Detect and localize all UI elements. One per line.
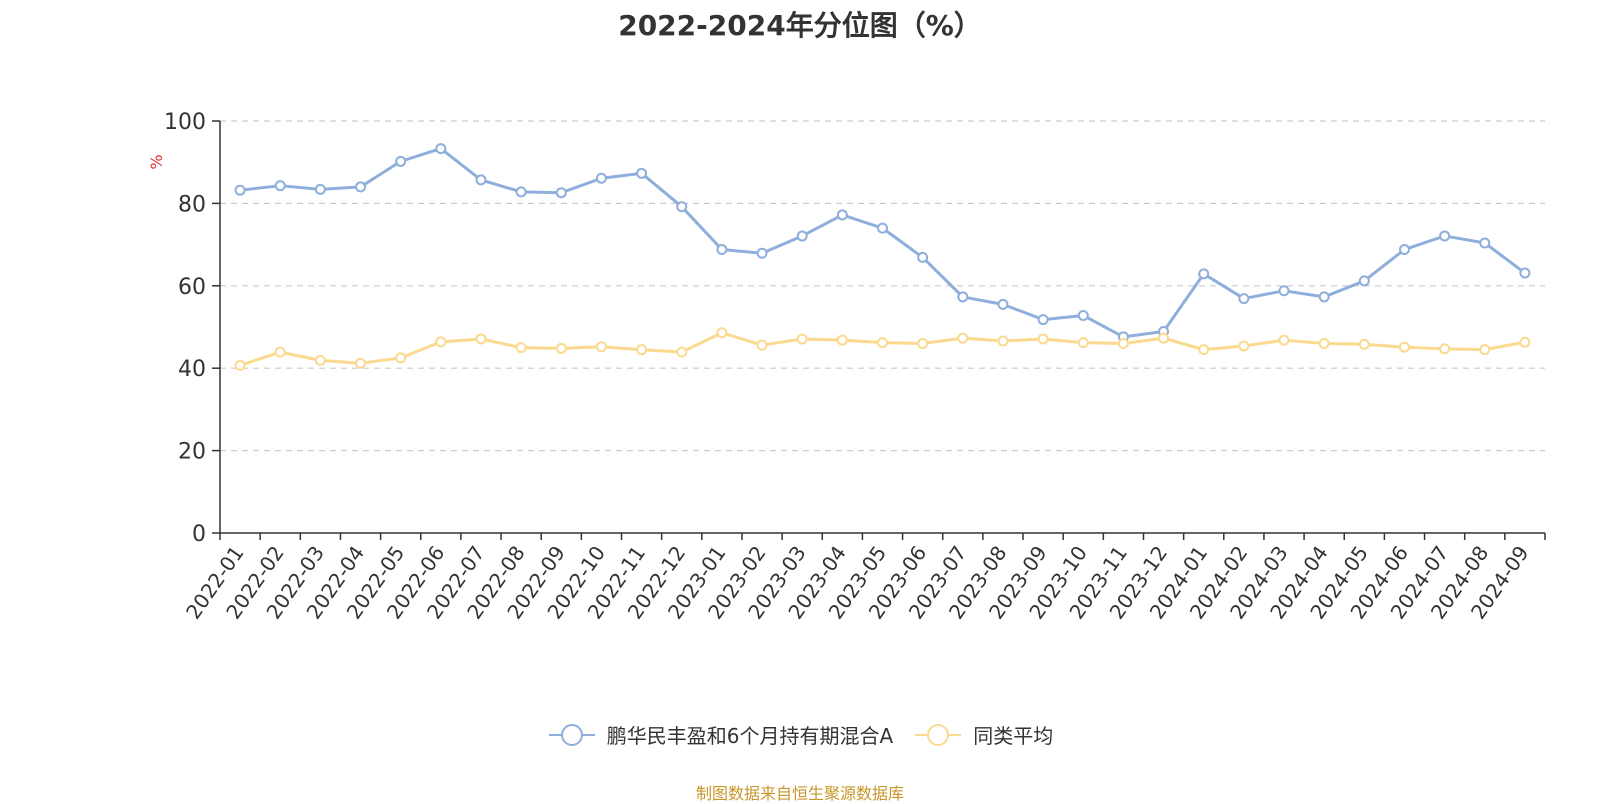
series-1-point [1439, 230, 1451, 242]
series-1-point [1519, 267, 1531, 279]
series-2-point [395, 352, 407, 364]
series-1-point [314, 183, 326, 195]
series-1-point [555, 187, 567, 199]
series-1-point [957, 291, 969, 303]
source-note: 制图数据来自恒生聚源数据库 [695, 784, 904, 803]
series-2-point [1077, 337, 1089, 349]
series-2-point [555, 342, 567, 354]
series-1-point [1077, 309, 1089, 321]
series-2-point [355, 357, 367, 369]
series-1-point [836, 209, 848, 221]
legend-label: 同类平均 [973, 724, 1054, 748]
series-2-point [957, 332, 969, 344]
y-tick-label: 40 [178, 357, 206, 382]
series-2-point [877, 337, 888, 349]
series-2-point [756, 339, 768, 351]
series-2-point [595, 341, 607, 353]
series-1-point [636, 167, 648, 179]
series-2-point [1278, 334, 1290, 346]
line-chart: 020406080100%2022-012022-022022-032022-0… [147, 110, 1546, 623]
series-2-point [435, 336, 447, 348]
y-tick-label: 100 [164, 110, 206, 135]
series-2-point [1439, 343, 1451, 355]
y-tick-label: 60 [178, 275, 206, 300]
series-1-point [676, 201, 688, 213]
legend-label: 鹏华民丰盈和6个月持有期混合A [606, 724, 894, 748]
series-2-point [1238, 340, 1250, 352]
legend-item-1[interactable]: 鹏华民丰盈和6个月持有期混合A [547, 720, 893, 749]
series-1-point [997, 298, 1009, 310]
series-1-point [475, 174, 487, 186]
chart-title: 2022-2024年分位图（%） [618, 9, 982, 42]
series-1-point [595, 172, 607, 184]
series-2-point [796, 333, 808, 345]
series-1-point [1238, 293, 1250, 305]
series-2-point [1158, 332, 1170, 344]
series-2-point [997, 335, 1009, 347]
series-2-point [676, 346, 688, 358]
series-2-point [1519, 336, 1531, 348]
series-1-point [917, 251, 929, 263]
y-tick-label: 0 [192, 522, 206, 547]
series-2-point [475, 333, 487, 345]
series-2-point [1198, 344, 1210, 356]
series-2-point [234, 359, 246, 371]
series-2-point [515, 342, 527, 354]
series-1-point [274, 180, 286, 192]
series-2-point [1037, 333, 1049, 345]
series-1-point [1278, 285, 1290, 297]
series-2-point [836, 334, 848, 346]
series-2-point [1479, 344, 1491, 356]
series-1-point [1198, 268, 1210, 280]
y-tick-label: 20 [178, 440, 206, 465]
y-axis-label: % [147, 154, 166, 169]
series-2-point [1318, 337, 1330, 349]
y-tick-label: 80 [178, 192, 206, 217]
series-2-point [1398, 341, 1410, 353]
series-2-point [716, 327, 728, 339]
series-1-point [395, 155, 407, 167]
series-2-point [1117, 337, 1129, 349]
series-1-point [796, 230, 808, 242]
legend: 鹏华民丰盈和6个月持有期混合A 同类平均 [0, 720, 1600, 749]
series-2-point [1358, 338, 1370, 350]
series-1-point [355, 181, 367, 193]
series-1-point [1398, 244, 1410, 256]
legend-marker-icon [548, 723, 595, 746]
series-line-1 [239, 147, 1526, 339]
series-1-point [877, 222, 888, 234]
series-1-point [1358, 275, 1370, 287]
series-2-point [274, 346, 286, 358]
legend-item-2[interactable]: 同类平均 [913, 720, 1053, 749]
legend-marker-icon [915, 723, 962, 746]
series-1-point [435, 143, 447, 155]
series-1-point [756, 247, 768, 259]
series-2-point [917, 337, 929, 349]
series-1-point [1479, 237, 1491, 249]
series-2-point [314, 354, 326, 366]
series-1-point [716, 244, 728, 256]
series-1-point [1037, 314, 1049, 326]
series-2-point [636, 344, 648, 356]
series-1-point [1318, 291, 1330, 303]
series-1-point [234, 184, 246, 196]
series-1-point [515, 186, 527, 198]
